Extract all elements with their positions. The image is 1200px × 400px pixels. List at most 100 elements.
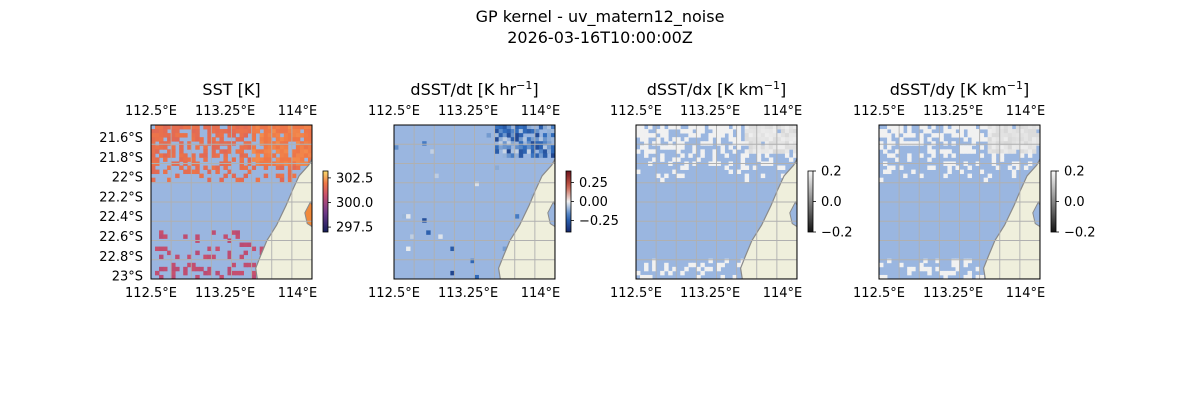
data-cell (728, 169, 734, 175)
data-cell (287, 129, 293, 134)
data-cell (879, 141, 884, 146)
data-cell (227, 169, 232, 175)
y-tick-label: 21.8°S (99, 151, 143, 166)
data-cell (287, 173, 293, 179)
data-cell (259, 149, 265, 154)
data-cell (506, 125, 512, 130)
data-cell (772, 145, 778, 150)
data-cell (159, 137, 164, 142)
data-cell (927, 266, 932, 272)
data-cell (748, 133, 754, 138)
data-cell (279, 129, 285, 134)
data-cell (943, 153, 948, 158)
data-cell (740, 153, 746, 158)
data-cell (1027, 125, 1033, 130)
data-cell (788, 141, 794, 146)
data-cell (283, 145, 289, 150)
data-cell (191, 262, 196, 268)
data-cell (1003, 141, 1009, 146)
data-cell (768, 137, 774, 142)
data-cell (660, 177, 665, 183)
data-cell (151, 177, 156, 183)
data-cell (183, 133, 188, 138)
data-cell (1011, 145, 1017, 150)
data-cell (1011, 133, 1017, 138)
data-cell (199, 173, 204, 179)
data-cell (151, 169, 156, 175)
data-cell (263, 173, 269, 179)
data-cell (975, 266, 981, 272)
data-cell (959, 169, 964, 175)
data-cell (211, 129, 216, 134)
colorbar (565, 170, 572, 233)
data-cell (522, 129, 528, 134)
data-cell (243, 133, 248, 138)
data-cell (979, 169, 985, 175)
data-cell (927, 129, 932, 134)
data-cell (728, 129, 734, 134)
data-cell (518, 129, 524, 134)
data-cell (1007, 141, 1013, 146)
data-cell (919, 266, 924, 272)
data-cell (967, 129, 972, 134)
data-cell (239, 125, 244, 130)
data-cell (219, 177, 224, 183)
data-cell (696, 125, 701, 130)
panel-2: dSST/dt [K hr−1] 112.5°E 112.5°E 113.25°E 11… (368, 79, 619, 301)
data-cell (263, 145, 269, 150)
data-cell (211, 145, 216, 150)
data-cell (263, 157, 269, 162)
data-cell (542, 141, 548, 146)
data-cell (219, 133, 224, 138)
data-cell (167, 250, 172, 256)
data-cell (187, 262, 192, 268)
data-cell (740, 141, 746, 146)
x-tick-label-bottom: 112.5°E (853, 286, 905, 301)
x-tick-label-bottom: 112.5°E (368, 286, 420, 301)
data-cell (712, 149, 717, 154)
data-cell (159, 246, 164, 252)
data-cell (879, 274, 884, 279)
data-cell (756, 141, 762, 146)
data-cell (215, 145, 220, 150)
data-cell (542, 149, 548, 154)
data-cell (967, 125, 972, 130)
colorbar-tick-label: 0.25 (579, 176, 608, 191)
data-cell (247, 125, 253, 130)
data-cell (526, 141, 532, 146)
data-cell (951, 262, 956, 268)
data-cell (227, 129, 232, 134)
data-cell (1015, 125, 1021, 130)
data-cell (919, 137, 924, 142)
data-cell (191, 129, 196, 134)
data-cell (951, 129, 956, 134)
data-cell (919, 173, 924, 179)
data-cell (967, 270, 972, 276)
data-cell (664, 145, 669, 150)
data-cell (987, 149, 993, 154)
data-cell (1007, 145, 1013, 150)
data-cell (700, 262, 705, 268)
data-cell (692, 262, 697, 268)
data-cell (199, 266, 204, 272)
data-cell (704, 141, 709, 146)
data-cell (402, 214, 407, 219)
data-cell (652, 262, 657, 268)
data-cell (780, 145, 786, 150)
data-cell (883, 129, 888, 134)
data-cell (979, 153, 985, 158)
y-tick-label: 22.4°S (99, 210, 143, 225)
data-cell (748, 149, 754, 154)
data-cell (736, 169, 742, 175)
data-cell (1027, 145, 1033, 150)
data-cell (247, 157, 253, 162)
data-cell (283, 141, 289, 146)
data-cell (175, 133, 180, 138)
data-cell (931, 141, 936, 146)
data-cell (271, 141, 277, 146)
data-cell (716, 133, 721, 138)
data-cell (1035, 141, 1040, 146)
data-cell (772, 149, 778, 154)
data-cell (696, 133, 701, 138)
data-cell (506, 153, 512, 158)
